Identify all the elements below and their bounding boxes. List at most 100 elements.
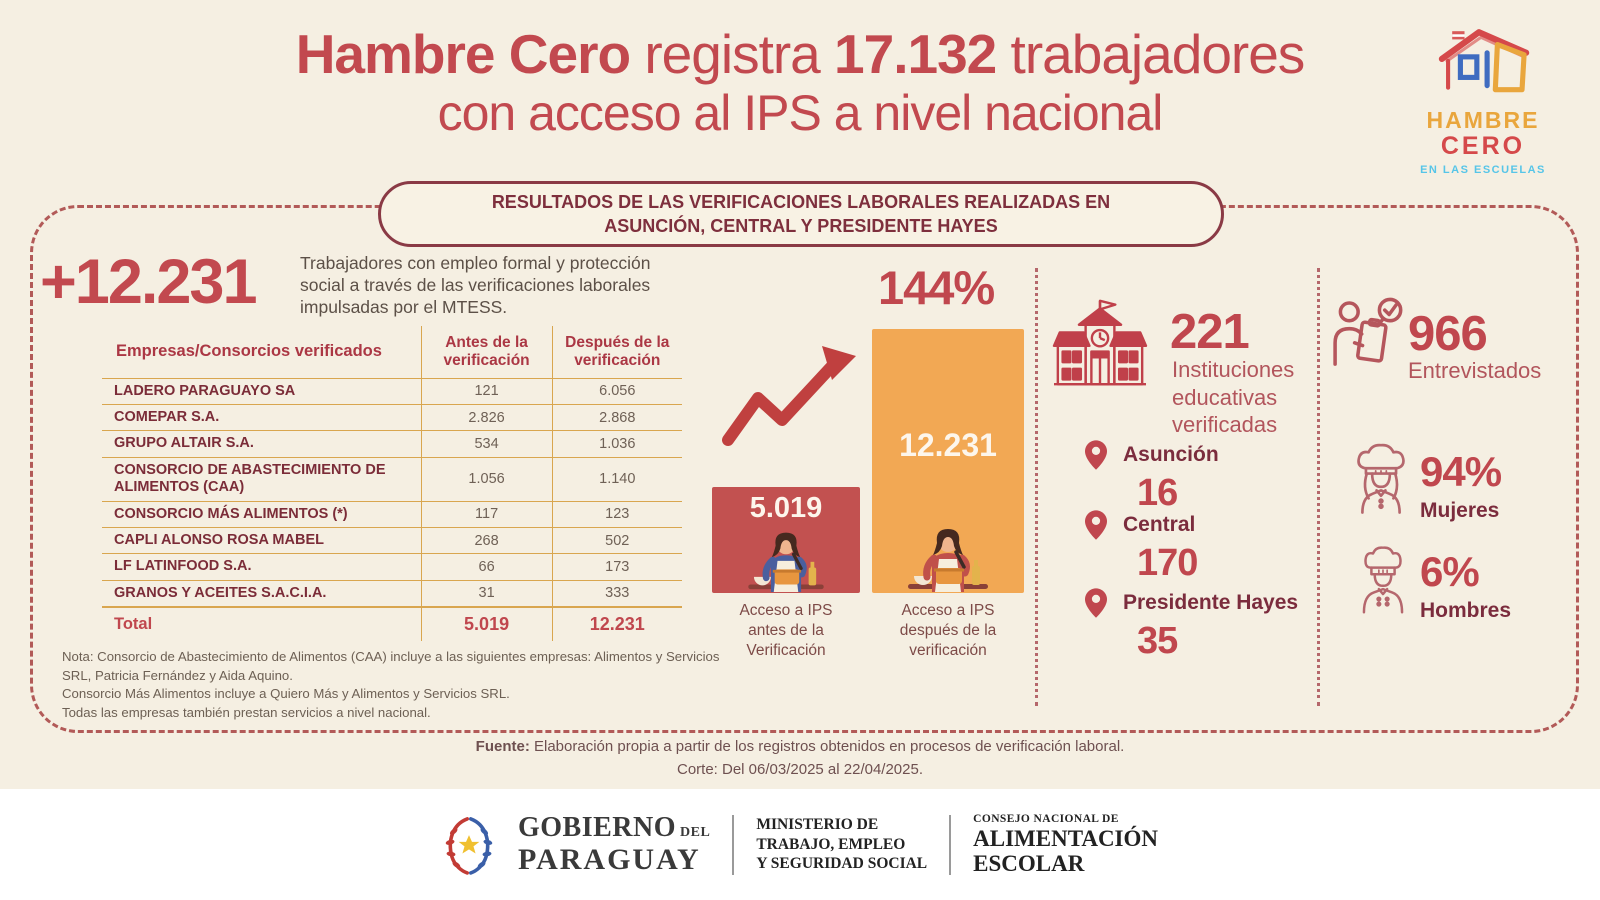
table-header-antes: Antes de la verificación [420, 326, 553, 379]
logo-word-cero: CERO [1440, 132, 1526, 160]
logo-word-hambre: HAMBRE [1426, 107, 1540, 133]
table-row: LADERO PARAGUAYO SA 121 6.056 [102, 377, 682, 405]
house-sketch-icon [1438, 29, 1530, 93]
trend-up-arrow-icon [722, 346, 856, 446]
bar-after-value: 12.231 [899, 427, 997, 463]
highlight-value: +12.231 [40, 247, 257, 317]
location-name: Asunción [1123, 443, 1219, 466]
total-label: Total [102, 606, 422, 642]
value-before: 31 [420, 579, 553, 608]
table-row: CAPLI ALONSO ROSA MABEL 268 502 [102, 526, 682, 554]
company-name: CAPLI ALONSO ROSA MABEL [102, 526, 422, 554]
cook-illustration [748, 532, 824, 592]
value-after: 173 [551, 553, 682, 581]
highlight-description: Trabajadores con empleo formal y protecc… [300, 253, 651, 317]
gobierno-del: DEL [680, 825, 711, 840]
location-pin-icon [1085, 510, 1107, 540]
table-row: GRANOS Y ACEITES S.A.C.I.A. 31 333 [102, 579, 682, 608]
growth-percent-label: 144% [878, 261, 995, 314]
location-pin-icon [1085, 440, 1107, 470]
value-before: 268 [420, 526, 553, 554]
page-title: Hambre Cero registra 17.132 trabajadores… [0, 23, 1600, 139]
value-after: 6.056 [551, 377, 682, 405]
interviews-label: Entrevistados [1408, 358, 1542, 383]
company-name: GRANOS Y ACEITES S.A.C.I.A. [102, 579, 422, 608]
value-before: 117 [420, 500, 553, 528]
value-after: 333 [551, 579, 682, 608]
total-after: 12.231 [551, 606, 682, 642]
company-name: LADERO PARAGUAYO SA [102, 377, 422, 405]
value-before: 66 [420, 553, 553, 581]
consejo-small-text: CONSEJO NACIONAL DE [973, 813, 1119, 826]
table-total-row: Total 5.019 12.231 [102, 606, 682, 642]
female-chef-icon [1357, 443, 1405, 514]
title-part-number: 17.132 [834, 23, 997, 85]
value-before: 121 [420, 377, 553, 405]
source-label: Fuente: [475, 738, 530, 755]
source-text: Elaboración propia a partir de los regis… [529, 738, 1125, 755]
location-count: 35 [1137, 620, 1178, 662]
value-after: 1.036 [551, 430, 682, 458]
footer-divider [732, 814, 735, 875]
company-name: COMEPAR S.A. [102, 404, 422, 431]
location-name: Central [1123, 513, 1196, 536]
interview-icon [1333, 297, 1403, 366]
footer-divider [949, 814, 952, 875]
total-before: 5.019 [420, 606, 553, 642]
source-note: Fuente: Elaboración propia a partir de l… [0, 736, 1600, 781]
breakdown-label: Mujeres [1420, 499, 1500, 522]
title-part-hambre-cero: Hambre Cero [295, 23, 631, 85]
table-row: COMEPAR S.A. 2.826 2.868 [102, 404, 682, 431]
table-header-empresas: Empresas/Consorcios verificados [116, 342, 382, 361]
bar-after-verification: 12.231 [872, 329, 1024, 593]
source-line2: Corte: Del 06/03/2025 al 22/04/2025. [676, 760, 923, 778]
verification-table: Empresas/Consorcios verificados Antes de… [100, 324, 684, 644]
breakdown-percent: 94% [1420, 448, 1502, 495]
value-before: 1.056 [420, 456, 553, 502]
table-header-despues: Después de la verificación [551, 326, 682, 379]
bar-after-label: Acceso a IPS después de la verificación [899, 602, 997, 660]
bar-before-value: 5.019 [749, 492, 823, 524]
male-chef-icon [1362, 546, 1404, 614]
location-pin-icon [1085, 588, 1107, 618]
table-row: GRUPO ALTAIR S.A. 534 1.036 [102, 430, 682, 458]
interviews-count: 966 [1408, 307, 1488, 361]
consejo-big-text: ALIMENTACIÓN ESCOLAR [973, 826, 1159, 876]
company-name: LF LATINFOOD S.A. [102, 553, 422, 581]
bar-before-label: Acceso a IPS antes de la Verificación [739, 602, 833, 660]
consejo-logo: CONSEJO NACIONAL DE ALIMENTACIÓN ESCOLAR [973, 813, 1158, 875]
table-row: CONSORCIO DE ABASTECIMIENTO DE ALIMENTOS… [102, 456, 682, 502]
footnote: Nota: Consorcio de Abastecimiento de Ali… [62, 649, 720, 721]
paraguay-emblem-icon [445, 816, 493, 875]
value-before: 2.826 [420, 404, 553, 431]
location-count: 170 [1137, 542, 1198, 584]
value-before: 534 [420, 430, 553, 458]
footer-bar: GOBIERNO DEL PARAGUAY MINISTERIO DE TRABA… [0, 789, 1600, 900]
location-count: 16 [1137, 472, 1178, 514]
title-part-trabajadores: trabajadores [996, 23, 1306, 85]
page-title-line1: Hambre Cero registra 17.132 trabajadores [0, 23, 1600, 85]
cook-illustration [908, 529, 988, 592]
value-after: 123 [551, 500, 682, 528]
institutions-count: 221 [1170, 305, 1250, 359]
gobierno-logo: GOBIERNO DEL PARAGUAY [518, 814, 710, 875]
table-header-row: Empresas/Consorcios verificados Antes de… [102, 326, 682, 379]
breakdown-percent: 6% [1420, 548, 1480, 595]
results-banner: RESULTADOS DE LAS VERIFICACIONES LABORAL… [378, 181, 1224, 247]
company-name: CONSORCIO DE ABASTECIMIENTO DE ALIMENTOS… [102, 456, 422, 502]
location-item: Presidente Hayes 35 [1085, 588, 1345, 663]
bar-before-verification: 5.019 [712, 487, 860, 593]
dotted-divider [1317, 268, 1320, 706]
table-row: LF LATINFOOD S.A. 66 173 [102, 553, 682, 581]
table-row: CONSORCIO MÁS ALIMENTOS (*) 117 123 [102, 500, 682, 528]
value-after: 1.140 [551, 456, 682, 502]
gobierno-word: GOBIERNO [517, 812, 677, 843]
breakdown-label: Hombres [1420, 599, 1512, 622]
source-line1: Fuente: Elaboración propia a partir de l… [0, 736, 1600, 759]
location-item: Asunción 16 [1085, 440, 1345, 515]
paraguay-word: PARAGUAY [517, 843, 701, 876]
value-after: 502 [551, 526, 682, 554]
company-name: GRUPO ALTAIR S.A. [102, 430, 422, 458]
breakdown-item: 94% Mujeres [1420, 448, 1502, 523]
hambre-cero-logo: HAMBRE CERO EN LAS ESCUELAS [1398, 24, 1568, 176]
